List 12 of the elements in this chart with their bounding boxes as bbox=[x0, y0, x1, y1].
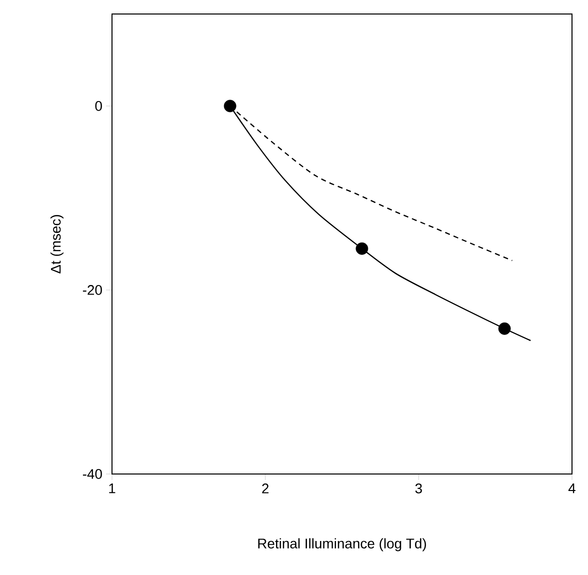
point bbox=[498, 322, 511, 335]
point bbox=[356, 242, 368, 255]
x-axis-title: Retinal Illuminance (log Td) bbox=[258, 538, 426, 552]
x-tick-label: 2 bbox=[262, 484, 269, 494]
y-tick-label: -40 bbox=[82, 469, 102, 479]
point bbox=[224, 100, 236, 112]
y-axis-title: Δt (msec) bbox=[50, 215, 64, 274]
x-tick-label: 4 bbox=[568, 484, 576, 494]
x-tick-label: 3 bbox=[415, 484, 422, 494]
y-tick-label: 0 bbox=[95, 101, 102, 111]
y-tick-label: -20 bbox=[82, 285, 102, 295]
x-tick-label: 1 bbox=[109, 484, 116, 494]
